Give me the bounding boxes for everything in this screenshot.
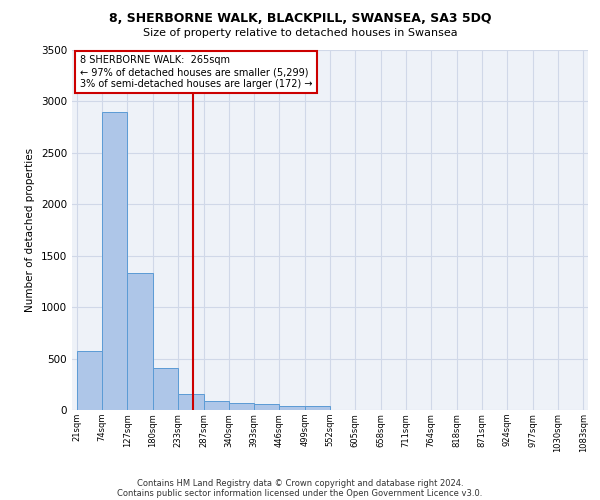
Bar [102,112,127,410]
Bar [254,404,280,410]
Bar [280,406,305,410]
Text: Size of property relative to detached houses in Swansea: Size of property relative to detached ho… [143,28,457,38]
Text: 8 SHERBORNE WALK:  265sqm
← 97% of detached houses are smaller (5,299)
3% of sem: 8 SHERBORNE WALK: 265sqm ← 97% of detach… [80,56,312,88]
Bar [305,406,330,410]
Bar [229,404,254,410]
Bar [77,352,102,410]
Text: Contains HM Land Registry data © Crown copyright and database right 2024.: Contains HM Land Registry data © Crown c… [137,478,463,488]
Bar [152,368,178,410]
Text: Contains public sector information licensed under the Open Government Licence v3: Contains public sector information licen… [118,488,482,498]
Text: 8, SHERBORNE WALK, BLACKPILL, SWANSEA, SA3 5DQ: 8, SHERBORNE WALK, BLACKPILL, SWANSEA, S… [109,12,491,26]
Bar [203,400,229,410]
Bar [127,273,152,410]
Y-axis label: Number of detached properties: Number of detached properties [25,148,35,312]
Bar [178,394,203,410]
